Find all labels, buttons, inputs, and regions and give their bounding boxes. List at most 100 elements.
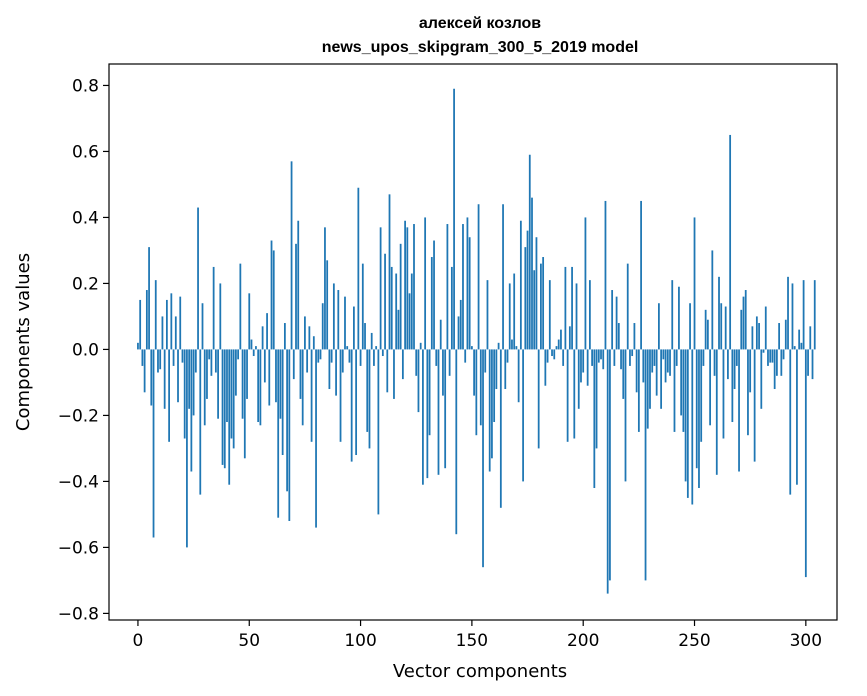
bar (686, 349, 689, 498)
bar (537, 349, 540, 449)
bar (419, 342, 422, 350)
bar (161, 316, 164, 350)
bar (312, 336, 315, 350)
bar (357, 187, 360, 350)
bar (250, 339, 253, 350)
bar (682, 349, 685, 432)
bar (315, 349, 317, 528)
bar (493, 349, 496, 423)
bar (353, 306, 355, 350)
bar (201, 303, 204, 350)
bar (277, 349, 280, 518)
bar (695, 349, 698, 469)
bar (655, 349, 658, 396)
bar (459, 299, 462, 350)
bar (804, 349, 807, 578)
bar (796, 349, 798, 485)
bar (381, 349, 384, 357)
bar (744, 290, 747, 350)
bar (798, 329, 801, 350)
x-tick-label: 100 (344, 631, 376, 651)
bar (747, 349, 749, 436)
bar (261, 326, 264, 350)
bar (186, 349, 188, 548)
bar (724, 306, 727, 350)
bar (609, 349, 611, 581)
bar (328, 349, 331, 390)
bar (540, 263, 542, 350)
bar (633, 323, 636, 350)
chart-title-line2: news_upos_skipgram_300_5_2019 model (322, 39, 639, 56)
bar (165, 299, 168, 350)
bar (442, 349, 444, 396)
bar (546, 349, 549, 363)
bar (457, 316, 460, 350)
bar (586, 349, 589, 386)
bar (722, 349, 725, 439)
bar (208, 349, 211, 360)
bar (802, 280, 805, 350)
bar (344, 296, 346, 350)
bar (506, 349, 509, 363)
bar (613, 349, 616, 366)
bar (424, 217, 427, 350)
y-tick-label: 0.2 (72, 274, 99, 294)
bar (230, 349, 233, 439)
bar (255, 346, 257, 350)
bar (762, 349, 765, 353)
bar (573, 349, 576, 439)
bar (593, 349, 596, 489)
bar (210, 349, 213, 376)
bar (212, 266, 215, 350)
bar (622, 349, 625, 399)
bar (528, 154, 531, 350)
bar (348, 349, 351, 363)
bar (283, 323, 286, 350)
bar (397, 309, 400, 350)
x-axis-ticks: 0 50 100 150 200 250 300 (133, 620, 822, 651)
x-tick-label: 150 (456, 631, 488, 651)
bar (377, 349, 380, 515)
bar (675, 349, 678, 366)
bar (631, 349, 634, 357)
bar (791, 283, 794, 350)
bar (379, 227, 382, 350)
bar (606, 349, 609, 594)
bar (595, 349, 598, 449)
y-axis-label: Components values (13, 253, 34, 431)
bar (629, 349, 631, 366)
bar (214, 349, 217, 373)
bar (168, 349, 170, 442)
bar (713, 349, 716, 376)
bar (637, 349, 640, 432)
bar (706, 319, 709, 350)
bar (290, 161, 293, 350)
bar (511, 339, 513, 350)
bar (733, 349, 736, 390)
bar (776, 349, 778, 376)
bar (281, 349, 284, 456)
bar (542, 257, 545, 350)
bar (317, 349, 320, 363)
y-tick-label: 0.4 (72, 208, 99, 228)
bar (807, 349, 809, 376)
bar (584, 217, 587, 350)
bar (366, 349, 369, 432)
bar (620, 349, 622, 370)
bar (179, 296, 182, 350)
x-tick-label: 200 (567, 631, 599, 651)
bar (174, 316, 177, 350)
bar (720, 303, 723, 350)
bar (577, 349, 580, 409)
bar (350, 349, 353, 462)
bar (197, 207, 199, 350)
bar (163, 349, 166, 409)
bar (139, 299, 142, 350)
bars-group (137, 88, 816, 594)
bar (257, 349, 260, 423)
bar (767, 349, 769, 366)
bar (782, 349, 785, 360)
bar (319, 349, 322, 360)
bar (259, 349, 262, 426)
bar (295, 243, 297, 350)
